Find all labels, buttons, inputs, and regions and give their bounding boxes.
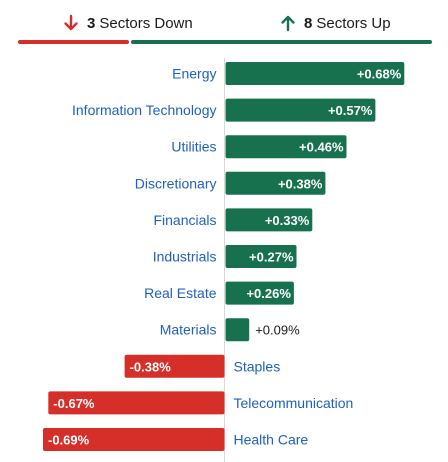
sectors-down-label: Sectors Down xyxy=(99,14,193,32)
bar-materials[interactable] xyxy=(225,318,250,342)
value-label: +0.26% xyxy=(246,286,291,301)
bar-health-care[interactable] xyxy=(43,428,225,451)
value-label: -0.67% xyxy=(53,396,95,411)
sectors-up-summary: 8 Sectors Up xyxy=(280,12,391,34)
category-label[interactable]: Financials xyxy=(153,212,216,228)
bar-utilities[interactable] xyxy=(225,135,347,159)
sectors-up-proportion-bar xyxy=(131,40,432,44)
bar-information-technology[interactable] xyxy=(225,98,376,122)
category-label[interactable]: Industrials xyxy=(153,249,217,265)
arrow-down-icon xyxy=(64,14,78,31)
category-label[interactable]: Information Technology xyxy=(72,102,217,118)
arrow-up-icon xyxy=(281,15,295,32)
value-label: -0.38% xyxy=(130,359,172,374)
sectors-down-proportion-bar xyxy=(18,40,129,44)
value-label: +0.46% xyxy=(299,140,344,155)
category-label[interactable]: Discretionary xyxy=(135,175,217,191)
category-label[interactable]: Staples xyxy=(234,358,281,374)
sectors-down-count: 3 xyxy=(87,14,96,32)
sectors-down-summary: 3 Sectors Down xyxy=(63,12,193,34)
bar-energy[interactable] xyxy=(225,62,405,85)
bar-telecommunication[interactable] xyxy=(48,391,225,415)
value-label: +0.57% xyxy=(328,103,373,118)
bar-staples[interactable] xyxy=(124,354,225,378)
category-label[interactable]: Utilities xyxy=(171,139,216,155)
sector-breadth-header: 3 Sectors Down 8 Sectors Up xyxy=(0,0,448,48)
value-label: +0.09% xyxy=(255,323,300,338)
value-label: -0.69% xyxy=(48,433,90,448)
value-label: +0.27% xyxy=(249,250,294,265)
value-label: +0.33% xyxy=(265,213,310,228)
category-label[interactable]: Telecommunication xyxy=(234,395,354,411)
bar-financials[interactable] xyxy=(225,208,313,232)
bar-real-estate[interactable] xyxy=(225,281,294,305)
sectors-up-label: Sectors Up xyxy=(316,14,391,32)
category-label[interactable]: Real Estate xyxy=(144,285,217,301)
value-label: +0.38% xyxy=(278,176,323,191)
category-label[interactable]: Energy xyxy=(172,66,216,82)
bar-industrials[interactable] xyxy=(225,245,297,268)
sectors-up-count: 8 xyxy=(304,14,313,32)
value-label: +0.68% xyxy=(357,67,402,82)
category-label[interactable]: Health Care xyxy=(234,432,309,448)
category-label[interactable]: Materials xyxy=(160,322,217,338)
bar-discretionary[interactable] xyxy=(225,171,326,195)
